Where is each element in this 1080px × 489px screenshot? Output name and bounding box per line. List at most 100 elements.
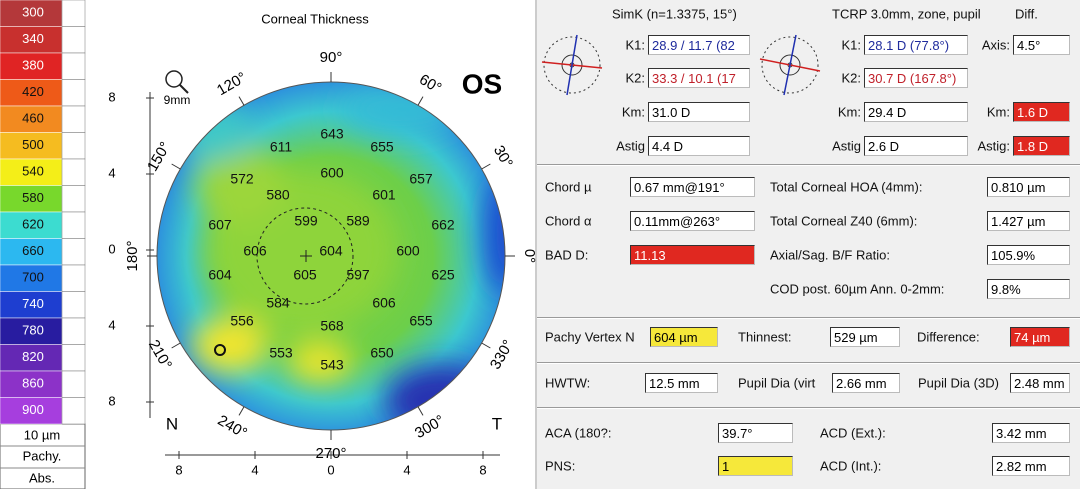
field-label: Pupil Dia (virt (738, 375, 816, 391)
angle-label: 180° (124, 240, 141, 271)
thickness-value: 650 (370, 345, 394, 361)
angle-tick (238, 406, 245, 416)
thickness-value: 580 (266, 187, 290, 203)
thickness-value: 607 (208, 217, 232, 233)
scale-swatch (0, 158, 63, 186)
scale-tick-cell (61, 0, 86, 27)
field-label: Axial/Sag. B/F Ratio: (770, 247, 890, 263)
map-panel: Corneal Thickness OS 9mm N T 10 µm Pachy… (0, 0, 537, 489)
scale-swatch (0, 317, 63, 345)
scale-mode: Pachy. (23, 448, 62, 463)
angle-label: 90° (320, 49, 343, 66)
field-value: 39.7° (718, 423, 793, 443)
scale-label: 500 (22, 137, 44, 152)
scale-label: 300 (22, 5, 44, 20)
thickness-value: 568 (320, 318, 344, 334)
scale-tick-cell (61, 317, 86, 345)
field-label: Astig (832, 138, 861, 154)
scale-tick-cell (61, 52, 86, 80)
scale-label: 700 (22, 270, 44, 285)
field-value: 31.0 D (648, 102, 750, 122)
y-tick-label: 8 (108, 89, 115, 104)
field-value: 9.8% (987, 279, 1070, 299)
field-value: 74 µm (1010, 327, 1070, 347)
field-label: Km: (621, 104, 645, 120)
scale-label: 420 (22, 84, 44, 99)
field-value: 0.67 mm@191° (630, 177, 755, 197)
field-label: K1: (841, 37, 861, 53)
angle-tick (481, 163, 491, 170)
temporal-label: T (492, 414, 502, 433)
tcrp-title: TCRP 3.0mm, zone, pupil (832, 6, 981, 22)
field-label: Total Corneal HOA (4mm): (770, 179, 923, 195)
field-value: 1 (718, 456, 793, 476)
field-value: 2.6 D (864, 136, 968, 156)
field-value: 2.48 mm (1010, 373, 1070, 393)
field-value: 2.82 mm (992, 456, 1070, 476)
thickness-value: 556 (230, 313, 254, 329)
thickness-value: 657 (409, 171, 433, 187)
scale-swatch (0, 291, 63, 319)
field-label: K2: (625, 70, 645, 86)
thickness-value: 606 (372, 295, 396, 311)
angle-tick (171, 163, 181, 170)
field-label: Chord α (545, 213, 592, 229)
field-label: BAD D: (545, 247, 589, 263)
angle-tick (238, 96, 245, 106)
scale-label: 860 (22, 376, 44, 391)
y-tick-label: 4 (108, 165, 115, 180)
thinnest-marker (214, 344, 226, 356)
scale-swatch (0, 105, 63, 133)
zoom-label: 9mm (164, 93, 191, 107)
field-label: Axis: (981, 37, 1010, 53)
scale-swatch (0, 26, 63, 54)
scale-swatch (0, 238, 63, 266)
scale-swatch (0, 52, 63, 80)
field-value: 33.3 / 10.1 (17 (648, 68, 750, 88)
field-value: 28.1 D (77.8°) (864, 35, 968, 55)
scale-tick-cell (61, 238, 86, 266)
y-tick-label: 4 (108, 317, 115, 332)
scale-label: 660 (22, 243, 44, 258)
thickness-value: 625 (431, 267, 455, 283)
map-title: Corneal Thickness (261, 11, 369, 26)
scale-label: 580 (22, 190, 44, 205)
x-tick-label: 4 (403, 462, 410, 477)
field-label: COD post. 60µm Ann. 0-2mm: (770, 281, 945, 297)
scale-tick-cell (61, 211, 86, 239)
field-label: Km: (837, 104, 861, 120)
field-label: Pachy Vertex N (545, 329, 635, 345)
axis-icons (541, 34, 821, 96)
angle-tick (417, 406, 424, 416)
angle-tick (417, 96, 424, 106)
scale-label: 380 (22, 58, 44, 73)
scale-step: 10 µm (24, 427, 60, 442)
divider (537, 407, 1080, 409)
pupil-center (300, 250, 312, 262)
field-label: Pupil Dia (3D) (918, 375, 999, 391)
field-value: 529 µm (830, 327, 900, 347)
thickness-value: 605 (293, 267, 317, 283)
field-value: 11.13 (630, 245, 755, 265)
thickness-value: 584 (266, 295, 290, 311)
x-tick-label: 0 (327, 462, 334, 477)
thickness-value: 572 (230, 171, 254, 187)
field-value: 12.5 mm (645, 373, 718, 393)
field-label: Astig: (977, 138, 1010, 154)
diff-title: Diff. (1015, 6, 1038, 22)
scale-tick-cell (61, 264, 86, 292)
field-value: 0.11mm@263° (630, 211, 755, 231)
field-label: Difference: (917, 329, 980, 345)
field-value: 4.4 D (648, 136, 750, 156)
divider (537, 362, 1080, 364)
thickness-value: 543 (320, 357, 344, 373)
thickness-value: 600 (320, 165, 344, 181)
x-tick-label: 8 (175, 462, 182, 477)
thickness-value: 597 (346, 267, 370, 283)
scale-tick-cell (61, 370, 86, 398)
field-label: Km: (986, 104, 1010, 120)
field-value: 105.9% (987, 245, 1070, 265)
angle-tick (171, 342, 181, 349)
field-label: Total Corneal Z40 (6mm): (770, 213, 918, 229)
x-tick-label: 8 (479, 462, 486, 477)
